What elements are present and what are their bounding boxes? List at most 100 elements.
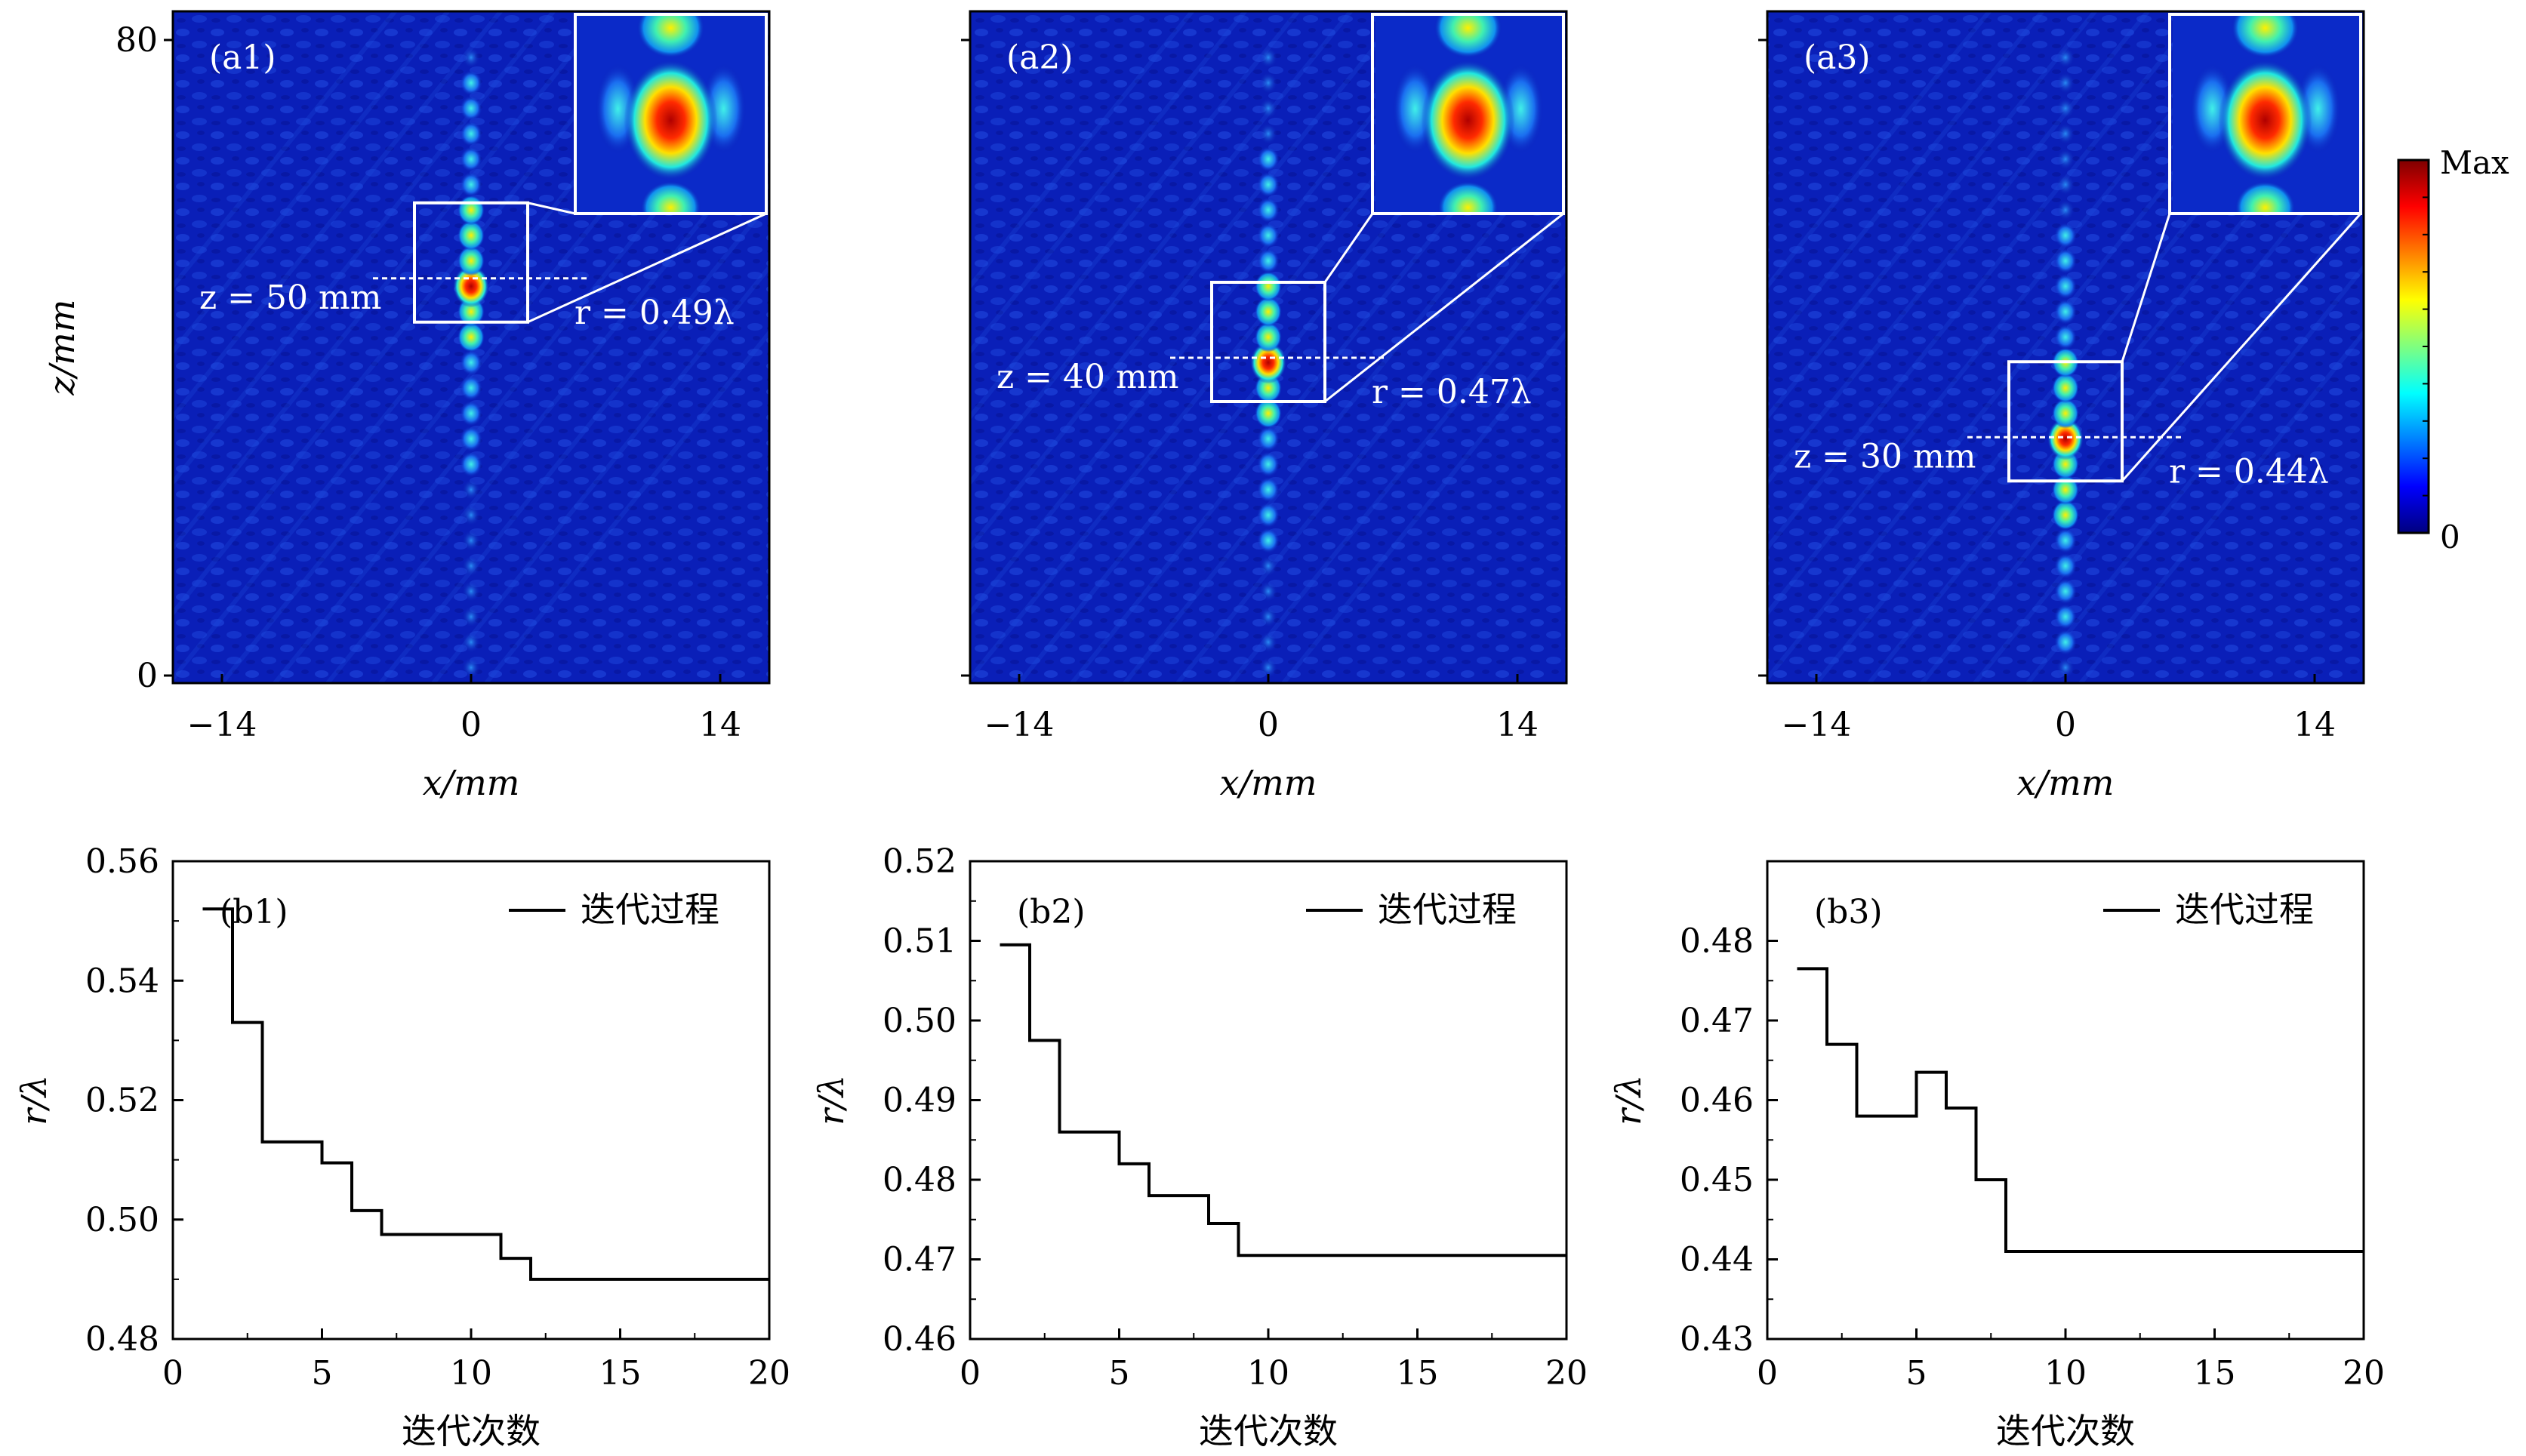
x-tick-label: −14 xyxy=(187,706,257,744)
speckle-streak xyxy=(173,11,557,486)
x-axis-label: 迭代次数 xyxy=(1996,1411,2135,1451)
beam-lobe xyxy=(462,631,480,653)
inset-connector xyxy=(2121,213,2362,482)
focus-box xyxy=(413,201,529,324)
focus-box xyxy=(1210,281,1326,403)
panel-label: (b3) xyxy=(1814,893,1883,931)
speckle-streak xyxy=(1867,67,2364,683)
y-tick-label: 0.48 xyxy=(85,1320,159,1359)
speckle-streak xyxy=(1228,263,1566,683)
beam-lobe xyxy=(2054,604,2077,630)
x-tick-label: 20 xyxy=(2343,1354,2385,1393)
focus-depth-label: z = 30 mm xyxy=(1794,437,1976,476)
beam-lobe xyxy=(2054,629,2077,655)
y-tick-label: 0.44 xyxy=(1680,1241,1754,1279)
x-axis-label: 迭代次数 xyxy=(402,1411,541,1451)
speckle-streak xyxy=(970,11,1196,290)
zoom-inset xyxy=(2173,14,2361,214)
y-tick-label: 0.50 xyxy=(85,1201,159,1239)
beam-lobe xyxy=(460,69,482,96)
speckle-streak xyxy=(2025,263,2364,683)
beam-lobe xyxy=(2054,528,2077,554)
beam-lobe xyxy=(1259,657,1277,679)
inset-connector xyxy=(527,212,767,324)
beam-lobe xyxy=(1259,123,1277,145)
beam-lobe xyxy=(1257,528,1280,554)
beam-lobe xyxy=(1259,72,1277,94)
x-tick-label: 15 xyxy=(599,1354,642,1393)
x-tick-label: 0 xyxy=(2055,706,2076,744)
beam-lobe xyxy=(1255,322,1282,352)
beam-lobe xyxy=(2056,47,2075,69)
beam-lobe xyxy=(1259,555,1277,577)
speckle-streak xyxy=(484,329,769,683)
beam-lobe xyxy=(1259,631,1277,653)
y-tick-label: 0.54 xyxy=(85,962,159,1000)
beam-lobe xyxy=(1255,296,1282,327)
heatmap-panel-2: (a2) z = 40 mm r = 0.47λ −14 0 14 x/mm xyxy=(961,10,1568,803)
beam-lobe xyxy=(2052,398,2079,429)
inset-connector xyxy=(2121,213,2171,362)
y-tick-label: 0.47 xyxy=(883,1241,956,1279)
beam-lobe xyxy=(2056,72,2075,94)
legend-label: 迭代过程 xyxy=(2175,889,2314,930)
beam-lobe xyxy=(2052,372,2079,403)
speckle-streak xyxy=(173,11,610,552)
speckle-streak xyxy=(1070,67,1566,683)
x-tick-label: 15 xyxy=(1397,1354,1439,1393)
beam-lobe xyxy=(2054,248,2077,274)
beam-lobe xyxy=(462,606,480,628)
speckle-streak xyxy=(970,11,1407,552)
beam-lobe xyxy=(462,47,480,69)
beam-lobe xyxy=(1257,476,1280,503)
beam-lobe xyxy=(460,349,482,376)
speckle-streak xyxy=(1123,133,1566,683)
speckle-streak xyxy=(173,11,451,356)
speckle-streak xyxy=(273,67,769,683)
panel-label: (a3) xyxy=(1804,38,1871,77)
y-tick-label: 0.46 xyxy=(883,1320,956,1359)
heatmap-panel-1: (a1) z = 50 mm r = 0.49λ −14 0 14 80 0 x/mm z/mm xyxy=(42,10,771,803)
y-tick-label: 0.43 xyxy=(1680,1320,1754,1359)
beam-lobe xyxy=(2056,123,2075,145)
focus-radius-label: r = 0.49λ xyxy=(575,294,735,332)
beam-lobe xyxy=(1257,171,1280,198)
plot-frame xyxy=(969,860,1568,1341)
x-tick-label: 5 xyxy=(312,1354,333,1393)
speckle-streak xyxy=(1973,198,2364,683)
y-axis-label: r/λ xyxy=(14,1075,54,1125)
speckle-streak xyxy=(173,11,504,421)
y-tick-label: 0.46 xyxy=(1680,1082,1754,1120)
inset-connector xyxy=(1324,212,1564,403)
colorbar: Max 0 xyxy=(2397,144,2509,556)
beam-lobe xyxy=(457,245,485,276)
panel-label: (a1) xyxy=(209,38,276,77)
z-tick-label: 80 xyxy=(116,21,158,60)
step-chart-3: 0 5 10 15 20 0.43 0.44 0.45 0.46 0.47 0.48 (b3) 迭代过程… xyxy=(1608,860,2385,1451)
x-tick-label: −14 xyxy=(1782,706,1852,744)
y-tick-label: 0.48 xyxy=(883,1161,956,1199)
plot-frame xyxy=(171,860,771,1341)
beam-lobe xyxy=(1257,222,1280,248)
x-tick-label: 0 xyxy=(960,1354,981,1393)
panel-label: (b1) xyxy=(220,893,288,931)
beam-lobe xyxy=(2054,222,2077,248)
beam-lobe xyxy=(2054,553,2077,579)
heatmap-panels: (a1)z = 50 mm r = 0.49λ−14 0 14800x/mmz/mm(… xyxy=(42,10,2365,803)
inset-connector xyxy=(1323,213,1374,283)
beam-lobe xyxy=(460,451,482,478)
y-tick-label: 0.47 xyxy=(1680,1002,1754,1040)
beam-lobe xyxy=(462,657,480,679)
x-tick-label: 10 xyxy=(1247,1354,1289,1393)
step-series-line xyxy=(1797,967,2364,1253)
x-tick-label: 20 xyxy=(748,1354,790,1393)
x-tick-label: 0 xyxy=(1757,1354,1778,1393)
beam-lobe xyxy=(457,220,485,251)
speckle-streak xyxy=(1767,11,2046,356)
speckle-streak xyxy=(970,11,1354,486)
legend-label: 迭代过程 xyxy=(1378,889,1517,930)
y-tick-label: 0.45 xyxy=(1680,1161,1754,1199)
z-axis-label: z/mm xyxy=(42,300,82,396)
step-series-line xyxy=(202,907,769,1281)
beam-lobe xyxy=(2056,148,2075,170)
